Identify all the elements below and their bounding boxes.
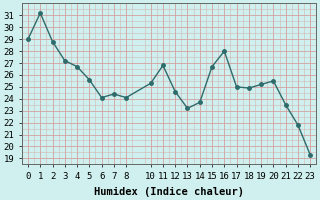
X-axis label: Humidex (Indice chaleur): Humidex (Indice chaleur) [94, 186, 244, 197]
